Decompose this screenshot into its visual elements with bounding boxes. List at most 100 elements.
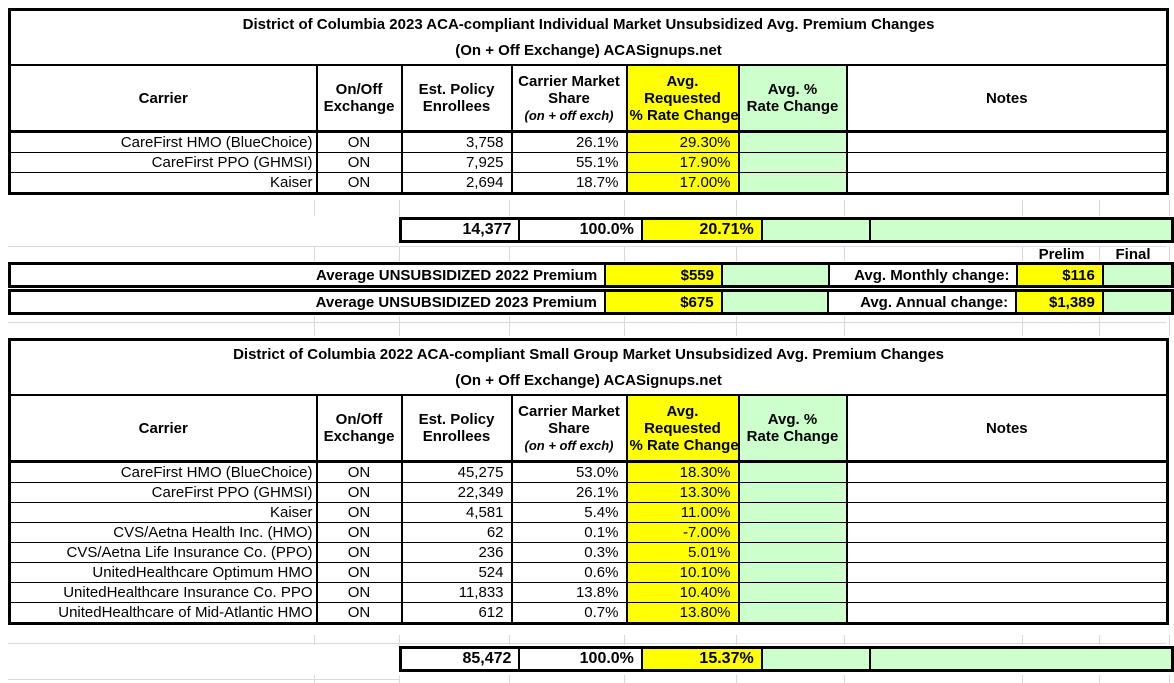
final-column-label[interactable]: Final [1115, 246, 1151, 263]
cell-requested-change[interactable]: 10.10% [625, 562, 740, 583]
header-carrier[interactable]: Carrier [8, 394, 318, 463]
change-final-cell[interactable] [1101, 262, 1174, 288]
cell-carrier[interactable]: UnitedHealthcare Insurance Co. PPO [8, 582, 318, 603]
change-label[interactable]: Avg. Monthly change: [827, 262, 1019, 288]
cell-share[interactable]: 0.1% [510, 522, 628, 543]
cell-exchange[interactable]: ON [315, 482, 403, 503]
cell-requested-change[interactable]: -7.00% [625, 522, 740, 543]
total-notes[interactable] [868, 217, 1174, 243]
cell-avg-change[interactable] [737, 152, 848, 173]
premium-value[interactable]: $675 [603, 289, 723, 315]
cell-enrollees[interactable]: 524 [400, 562, 513, 583]
total-avg-change[interactable] [760, 646, 871, 672]
cell-notes[interactable] [845, 131, 1169, 153]
cell-share[interactable]: 0.3% [510, 542, 628, 563]
cell-exchange[interactable]: ON [315, 131, 403, 153]
premium-label[interactable]: Average UNSUBSIDIZED 2023 Premium [8, 289, 606, 315]
cell-avg-change[interactable] [737, 522, 848, 543]
total-enrollees[interactable]: 85,472 [399, 646, 521, 672]
cell-share[interactable]: 26.1% [510, 482, 628, 503]
header-market-share[interactable]: Carrier Market Share (on + off exch) [510, 64, 628, 133]
total-requested-change[interactable]: 20.71% [640, 217, 763, 243]
header-enrollees[interactable]: Est. Policy Enrollees [400, 394, 513, 463]
header-exchange[interactable]: On/Off Exchange [315, 64, 403, 133]
cell-notes[interactable] [845, 172, 1169, 194]
header-exchange[interactable]: On/Off Exchange [315, 394, 403, 463]
cell-enrollees[interactable]: 612 [400, 602, 513, 624]
cell-notes[interactable] [845, 502, 1169, 523]
cell-exchange[interactable]: ON [315, 172, 403, 194]
cell-carrier[interactable]: UnitedHealthcare Optimum HMO [8, 562, 318, 583]
cell-share[interactable]: 13.8% [510, 582, 628, 603]
change-prelim-value[interactable]: $1,389 [1015, 289, 1104, 315]
cell-exchange[interactable]: ON [315, 582, 403, 603]
cell-requested-change[interactable]: 11.00% [625, 502, 740, 523]
cell-carrier[interactable]: Kaiser [8, 172, 318, 194]
header-notes[interactable]: Notes [845, 394, 1169, 463]
cell-avg-change[interactable] [737, 582, 848, 603]
cell-avg-change[interactable] [737, 461, 848, 483]
total-notes[interactable] [868, 646, 1174, 672]
cell-avg-change[interactable] [737, 172, 848, 194]
cell-requested-change[interactable]: 17.90% [625, 152, 740, 173]
cell-enrollees[interactable]: 3,758 [400, 131, 513, 153]
cell-enrollees[interactable]: 45,275 [400, 461, 513, 483]
cell-requested-change[interactable]: 17.00% [625, 172, 740, 194]
cell-share[interactable]: 53.0% [510, 461, 628, 483]
premium-label[interactable]: Average UNSUBSIDIZED 2022 Premium [8, 262, 607, 288]
header-carrier[interactable]: Carrier [8, 64, 318, 133]
cell-notes[interactable] [845, 542, 1169, 563]
cell-share[interactable]: 26.1% [510, 131, 628, 153]
cell-share[interactable]: 0.6% [510, 562, 628, 583]
cell-requested-change[interactable]: 10.40% [625, 582, 740, 603]
header-requested-change[interactable]: Avg. Requested% Rate Change [625, 394, 740, 463]
cell-requested-change[interactable]: 18.30% [625, 461, 740, 483]
total-enrollees[interactable]: 14,377 [399, 217, 521, 243]
cell-enrollees[interactable]: 7,925 [400, 152, 513, 173]
cell-notes[interactable] [845, 461, 1169, 483]
premium-value[interactable]: $559 [604, 262, 723, 288]
cell-requested-change[interactable]: 13.80% [625, 602, 740, 624]
cell-share[interactable]: 0.7% [510, 602, 628, 624]
cell-enrollees[interactable]: 236 [400, 542, 513, 563]
cell-notes[interactable] [845, 602, 1169, 624]
cell-share[interactable]: 18.7% [510, 172, 628, 194]
premium-final-cell[interactable] [721, 262, 830, 288]
cell-share[interactable]: 55.1% [510, 152, 628, 173]
cell-avg-change[interactable] [737, 131, 848, 153]
cell-carrier[interactable]: CareFirst PPO (GHMSI) [8, 482, 318, 503]
change-final-cell[interactable] [1101, 289, 1174, 315]
cell-enrollees[interactable]: 4,581 [400, 502, 513, 523]
cell-avg-change[interactable] [737, 602, 848, 624]
header-market-share[interactable]: Carrier Market Share (on + off exch) [510, 394, 628, 463]
cell-carrier[interactable]: CVS/Aetna Health Inc. (HMO) [8, 522, 318, 543]
cell-exchange[interactable]: ON [315, 502, 403, 523]
total-share[interactable]: 100.0% [518, 217, 643, 243]
cell-carrier[interactable]: CareFirst PPO (GHMSI) [8, 152, 318, 173]
cell-requested-change[interactable]: 29.30% [625, 131, 740, 153]
header-notes[interactable]: Notes [845, 64, 1169, 133]
cell-requested-change[interactable]: 5.01% [625, 542, 740, 563]
cell-notes[interactable] [845, 562, 1169, 583]
cell-carrier[interactable]: UnitedHealthcare of Mid-Atlantic HMO [8, 602, 318, 624]
header-avg-change[interactable]: Avg. % Rate Change [737, 394, 848, 463]
header-enrollees[interactable]: Est. Policy Enrollees [400, 64, 513, 133]
cell-notes[interactable] [845, 482, 1169, 503]
cell-avg-change[interactable] [737, 542, 848, 563]
total-avg-change[interactable] [760, 217, 871, 243]
header-avg-change[interactable]: Avg. % Rate Change [737, 64, 848, 133]
table-title[interactable]: District of Columbia 2023 ACA-compliant … [8, 8, 1169, 66]
cell-avg-change[interactable] [737, 562, 848, 583]
cell-enrollees[interactable]: 2,694 [400, 172, 513, 194]
cell-exchange[interactable]: ON [315, 562, 403, 583]
cell-carrier[interactable]: CareFirst HMO (BlueChoice) [8, 131, 318, 153]
cell-avg-change[interactable] [737, 482, 848, 503]
cell-exchange[interactable]: ON [315, 522, 403, 543]
total-requested-change[interactable]: 15.37% [640, 646, 763, 672]
cell-share[interactable]: 5.4% [510, 502, 628, 523]
cell-avg-change[interactable] [737, 502, 848, 523]
premium-final-cell[interactable] [720, 289, 830, 315]
change-label[interactable]: Avg. Annual change: [827, 289, 1018, 315]
cell-exchange[interactable]: ON [315, 152, 403, 173]
change-prelim-value[interactable]: $116 [1016, 262, 1104, 288]
